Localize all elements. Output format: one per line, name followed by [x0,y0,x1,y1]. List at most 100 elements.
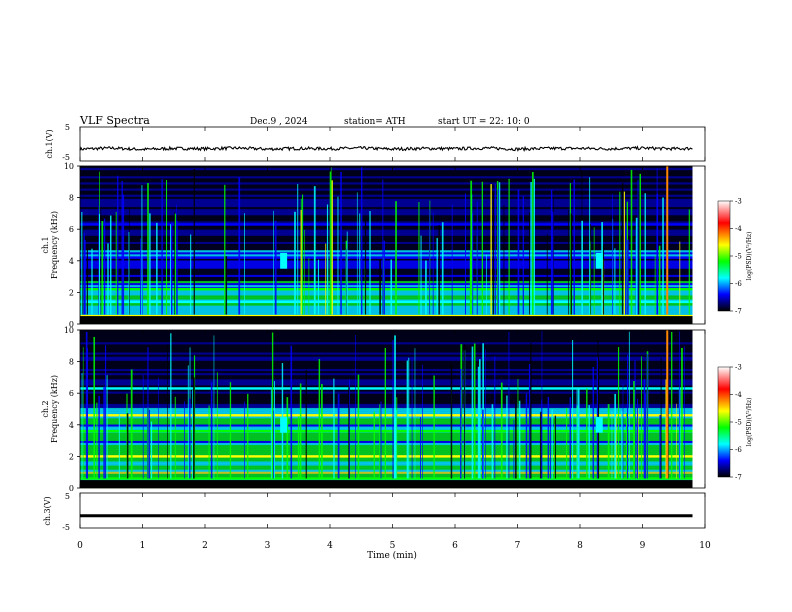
spectrogram-row [80,459,693,462]
spectrogram-streak [546,233,548,315]
spectrogram-streak [130,369,133,479]
spectrogram-patch [280,416,288,433]
spectrogram-streak [117,175,119,315]
spectrogram-row [80,372,693,376]
ch2-spectrogram [80,329,705,489]
colorbar-2-ticks: -3 -4 -5 -6 -7 [730,364,742,482]
spectrogram-streak [433,375,435,479]
spectrogram-streak [128,232,130,315]
ch1-ytick-top: 5 [65,123,70,132]
spectrogram-streak [627,239,629,315]
spectrogram-streak [93,336,96,479]
spectrogram-row [80,196,693,199]
spectrogram-streak [471,346,474,479]
spectrogram-streak [420,417,421,479]
spectrogram-streak [569,397,571,479]
spectrogram-band [80,314,693,318]
spectrogram-streak [98,213,100,315]
ytick-label: 10 [64,326,74,335]
ch3-ytick-top: 5 [65,492,70,501]
time-axis-label: Time (min) [367,550,417,561]
colorbar-2-label: log(PSD)(V²/Hz) [746,398,753,447]
spectrogram-row [80,303,693,306]
spectrogram-row [80,229,693,232]
spectrogram-streak [382,179,384,315]
colorbar-tick-label: -5 [735,253,742,261]
spectrogram-streak [213,335,215,479]
start-time-label: start UT = 22: 10: 0 [438,117,530,127]
spectrogram-streak [634,360,636,479]
spectrogram-streak [679,331,681,479]
spectrogram-streak [592,367,594,479]
spectrogram-streak [337,196,339,315]
spectrogram-streak [106,375,108,479]
spectrogram-streak [270,389,272,479]
spectrogram-streak [644,193,646,315]
spec2-yticks: 0 2 4 6 8 10 [64,326,80,493]
spectrogram-streak [369,210,371,315]
spectrogram-row [80,243,693,247]
spectrogram-row [80,258,693,261]
spectrogram-streak [98,395,100,479]
spectrogram-row [80,202,693,206]
spectrogram-streak [425,260,427,315]
ch1-spectrogram-panel: 0 2 4 6 8 10 ch.1 Frequency (kHz) [41,162,706,329]
spectrogram-row [80,329,693,333]
spectrogram-row [80,403,693,407]
spectrogram-streak [308,257,310,315]
spectrogram-streak [460,368,462,479]
spectrogram-row [80,186,693,189]
spectrogram-row [80,350,693,353]
spectrogram-row [80,180,693,183]
spectrogram-streak [86,248,88,315]
spectrogram-streak [147,347,149,479]
spectrogram-streak [470,180,473,315]
spectrogram-row [80,379,693,382]
spectrogram-row [80,248,693,251]
spectrogram-row [80,440,693,444]
spectrogram-streak [518,400,521,479]
spectrogram-row [80,356,693,359]
spectrogram-band [80,288,693,291]
spectrogram-streak [633,410,636,479]
spectrogram-streak [174,213,177,315]
spectrogram-streak [671,331,673,479]
spectrogram-band [80,477,693,480]
spectrogram-streak [395,201,397,315]
spectrogram-streak [229,382,232,479]
spectrogram-streak [627,354,629,479]
spectrogram-row [80,360,693,363]
xtick-label: 4 [327,541,333,551]
spectrogram-streak [340,172,342,315]
spectrogram-row [80,391,693,394]
spectrogram-row [80,252,693,255]
spectrogram-streak [273,410,275,479]
spectrogram-streak [472,213,474,315]
spectrogram-streak [494,356,496,479]
spectrogram-streak [238,177,241,315]
spectrogram-streak [244,401,245,479]
spectrogram-row [80,442,693,446]
spectrogram-streak [494,183,496,315]
spectrogram-streak [101,221,104,315]
spectrogram-streak [515,403,517,479]
spectrogram-streak [688,209,690,315]
spectrogram-streak [503,205,505,315]
spectrogram-streak [129,207,130,315]
spectrogram-streak [614,393,617,479]
spectrogram-streak [297,183,299,315]
colorbar-tick-label: -4 [735,225,742,233]
spectrogram-row [80,215,693,218]
spectrogram-row [80,375,693,378]
spectrogram-row [80,438,693,441]
spectrogram-row [80,293,693,296]
spectrogram-streak [570,213,573,315]
spectrogram-streak [85,331,88,479]
colorbar-tick-label: -5 [735,419,742,427]
waveform-trace [79,145,693,153]
station-label: station= ATH [344,117,406,127]
spectrogram-streak [656,168,658,315]
spectrogram-streak [497,189,499,315]
ch1-waveform [79,145,693,153]
spectrogram-streak [569,183,571,315]
